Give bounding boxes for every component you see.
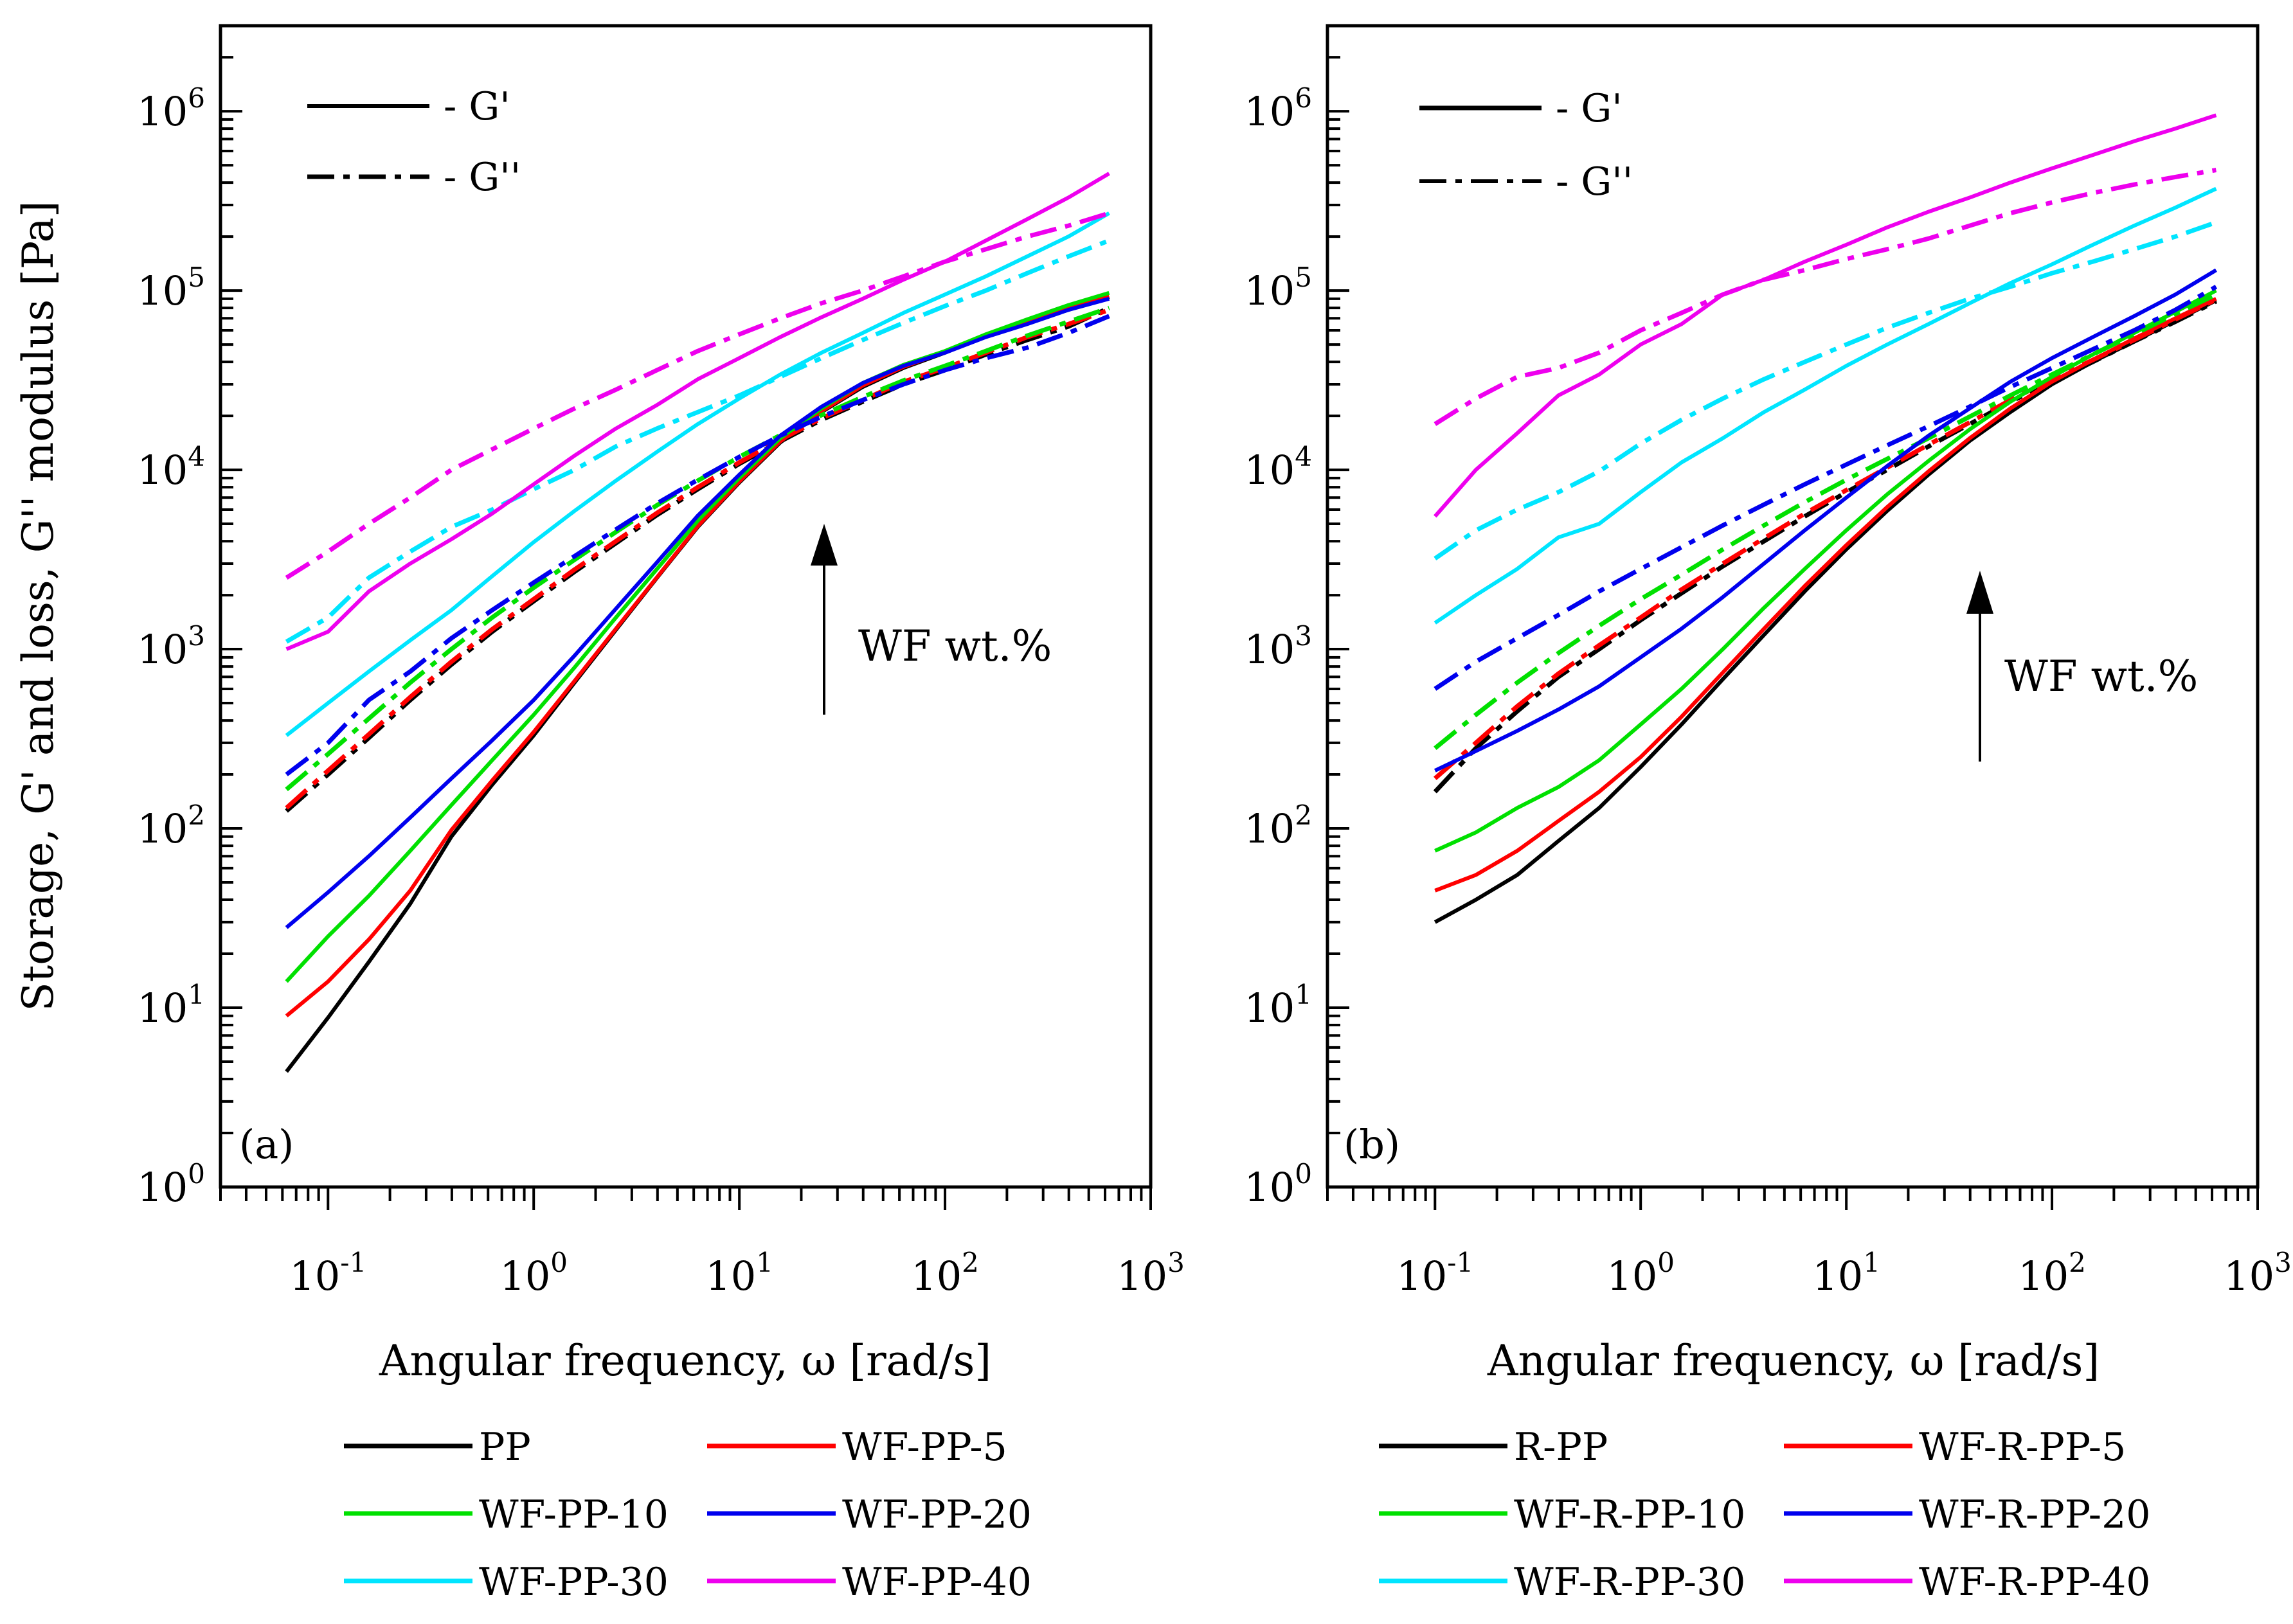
legend-label-wf-pp-5: WF-PP-5 xyxy=(842,1425,1007,1470)
annotation-a: WF wt.% xyxy=(811,524,1052,715)
y-tick-label: 104 xyxy=(1244,441,1312,494)
y-minor-ticks-b xyxy=(1327,24,1349,1188)
y-tick-label: 106 xyxy=(1244,82,1312,135)
panel-label-a: (a) xyxy=(239,1121,294,1168)
annotation-b: WF wt.% xyxy=(1966,571,2198,762)
legend-label-wf-pp-10: WF-PP-10 xyxy=(479,1492,669,1537)
series-line-wf-pp-5-loss xyxy=(285,307,1110,810)
x-tick-label: 10-1 xyxy=(1396,1247,1473,1299)
x-axis-title-b: Angular frequency, ω [rad/s] xyxy=(1487,1336,2100,1386)
y-tick-label: 100 xyxy=(1244,1158,1312,1211)
panel-a: 10-1 100 101 102 103 100 101 102 103 104 105 106 -… xyxy=(13,24,1185,1386)
y-tick-label: 104 xyxy=(137,441,205,494)
legend-label-wf-pp-20: WF-PP-20 xyxy=(842,1492,1032,1537)
line-key-a: - G' - G'' xyxy=(307,84,521,200)
annotation-text-a: WF wt.% xyxy=(858,621,1052,671)
legend-label-wf-r-pp-30: WF-R-PP-30 xyxy=(1514,1560,1745,1605)
line-key-g-storage-label-a: - G' xyxy=(444,84,510,129)
series-line-wf-r-pp-20-storage xyxy=(1434,268,2217,772)
y-tick-label: 102 xyxy=(1244,799,1312,852)
x-tick-labels-b: 10-1 100 101 102 103 xyxy=(1396,1247,2291,1299)
series-legend-b: R-PP WF-R-PP-5 WF-R-PP-10 WF-R-PP-20 WF-… xyxy=(1379,1425,2150,1605)
x-tick-labels-a: 10-1 100 101 102 103 xyxy=(289,1247,1184,1299)
legend-label-r-pp: R-PP xyxy=(1514,1425,1608,1470)
series-line-wf-pp-30-storage xyxy=(285,211,1110,737)
series-line-wf-r-pp-40-loss xyxy=(1434,168,2217,426)
y-tick-label: 101 xyxy=(1244,979,1312,1031)
series-line-wf-r-pp-40-storage xyxy=(1434,113,2217,518)
annotation-arrow-head-a xyxy=(811,524,838,566)
x-tick-label: 10-1 xyxy=(289,1247,366,1299)
x-tick-label: 103 xyxy=(1117,1247,1185,1299)
series-line-wf-r-pp-30-storage xyxy=(1434,186,2217,625)
plot-frame-b xyxy=(1326,24,2260,1189)
y-minor-ticks-a xyxy=(220,24,242,1188)
x-tick-label: 102 xyxy=(2018,1247,2086,1299)
series-line-wf-pp-10-loss xyxy=(285,305,1110,792)
line-key-g-storage-label-b: - G' xyxy=(1556,86,1623,131)
x-tick-label: 100 xyxy=(1606,1247,1675,1299)
x-minor-ticks-b xyxy=(1326,1187,2259,1210)
legend-label-wf-r-pp-10: WF-R-PP-10 xyxy=(1514,1492,1745,1537)
x-tick-label: 101 xyxy=(1812,1247,1880,1299)
series-legend-a: PP WF-PP-5 WF-PP-10 WF-PP-20 WF-PP-30 WF… xyxy=(344,1425,1032,1605)
x-tick-label: 103 xyxy=(2224,1247,2292,1299)
y-tick-label: 105 xyxy=(1244,262,1312,314)
x-tick-label: 102 xyxy=(911,1247,979,1299)
x-tick-label: 100 xyxy=(499,1247,568,1299)
y-tick-label: 103 xyxy=(137,620,205,673)
series-line-wf-pp-30-loss xyxy=(285,238,1110,644)
y-tick-label: 100 xyxy=(137,1158,205,1211)
series-line-wf-r-pp-5-storage xyxy=(1434,297,2217,893)
series-line-wf-pp-40-storage xyxy=(285,172,1110,651)
annotation-text-b: WF wt.% xyxy=(2004,652,2198,701)
y-tick-labels-a: 100 101 102 103 104 105 106 xyxy=(137,82,205,1211)
series-line-wf-pp-20-loss xyxy=(285,314,1110,776)
series-line-wf-pp-40-loss xyxy=(285,211,1110,580)
legend-label-wf-r-pp-20: WF-R-PP-20 xyxy=(1919,1492,2150,1537)
line-key-b: - G' - G'' xyxy=(1419,86,1633,204)
line-key-g-loss-label-b: - G'' xyxy=(1556,159,1633,204)
plot-frame-a xyxy=(219,24,1153,1189)
legend-label-wf-r-pp-40: WF-R-PP-40 xyxy=(1919,1560,2150,1605)
series-line-wf-r-pp-10-storage xyxy=(1434,289,2217,853)
x-axis-title-a: Angular frequency, ω [rad/s] xyxy=(379,1336,991,1386)
y-tick-label: 106 xyxy=(137,82,205,135)
legend-label-wf-r-pp-5: WF-R-PP-5 xyxy=(1919,1425,2126,1470)
plot-lines-b xyxy=(1433,113,2218,924)
y-tick-label: 103 xyxy=(1244,620,1312,673)
y-tick-label: 105 xyxy=(137,262,205,314)
plot-lines-a xyxy=(285,172,1110,1073)
legend-label-wf-pp-40: WF-PP-40 xyxy=(842,1560,1032,1605)
panel-label-b: (b) xyxy=(1344,1121,1400,1168)
x-minor-ticks-a xyxy=(219,1187,1152,1210)
legend-label-pp: PP xyxy=(479,1425,531,1470)
x-tick-label: 101 xyxy=(705,1247,773,1299)
line-key-g-loss-label-a: - G'' xyxy=(444,155,521,200)
y-tick-labels-b: 100 101 102 103 104 105 106 xyxy=(1244,82,1312,1211)
panel-b: 10-1 100 101 102 103 100 101 102 103 104 105 106 -… xyxy=(1244,24,2292,1386)
series-line-wf-pp-20-storage xyxy=(285,297,1110,929)
y-tick-label: 101 xyxy=(137,979,205,1031)
series-line-wf-pp-10-storage xyxy=(285,290,1110,983)
y-axis-title: Storage, G' and loss, G'' modulus [Pa] xyxy=(13,201,63,1012)
y-tick-label: 102 xyxy=(137,799,205,852)
legend-label-wf-pp-30: WF-PP-30 xyxy=(479,1560,669,1605)
series-line-wf-r-pp-20-loss xyxy=(1434,285,2218,691)
annotation-arrow-head-b xyxy=(1966,571,1993,614)
